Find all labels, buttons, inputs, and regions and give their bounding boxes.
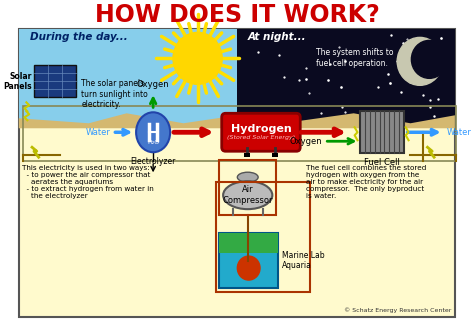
Circle shape	[397, 37, 443, 85]
Text: Electrolyzer: Electrolyzer	[130, 157, 176, 166]
Text: Marine Lab
Aquaria: Marine Lab Aquaria	[282, 251, 324, 270]
FancyBboxPatch shape	[222, 113, 300, 151]
Text: Air
Compressor: Air Compressor	[222, 185, 273, 205]
Ellipse shape	[237, 172, 258, 182]
Text: Oxygen: Oxygen	[137, 80, 169, 89]
FancyBboxPatch shape	[360, 111, 404, 153]
Text: This electricity is used in two ways:
  - to power the air compressor that
    a: This electricity is used in two ways: - …	[22, 165, 154, 199]
Text: Oxygen: Oxygen	[290, 137, 322, 146]
Text: At night...: At night...	[248, 32, 306, 42]
FancyBboxPatch shape	[219, 233, 278, 253]
Text: Water: Water	[447, 128, 471, 137]
Text: © Schatz Energy Research Center: © Schatz Energy Research Center	[344, 307, 451, 313]
Circle shape	[411, 40, 447, 78]
Text: Fuel Cell: Fuel Cell	[364, 158, 400, 167]
Polygon shape	[237, 113, 455, 128]
Text: H₂O: H₂O	[147, 140, 159, 145]
Ellipse shape	[223, 181, 273, 209]
Bar	[19, 29, 237, 128]
FancyBboxPatch shape	[34, 65, 75, 97]
Ellipse shape	[136, 112, 170, 152]
Bar	[244, 153, 250, 157]
Text: (Stored Solar Energy): (Stored Solar Energy)	[227, 135, 295, 140]
Bar	[273, 153, 278, 157]
Text: The system shifts to
fuel cell operation.: The system shifts to fuel cell operation…	[316, 48, 393, 68]
Text: During the day...: During the day...	[30, 32, 128, 42]
Text: Solar
Panels: Solar Panels	[3, 72, 32, 91]
Circle shape	[173, 32, 222, 84]
Text: The fuel cell combines the stored
hydrogen with oxygen from the
air to make elec: The fuel cell combines the stored hydrog…	[306, 165, 427, 199]
Circle shape	[237, 256, 260, 280]
FancyBboxPatch shape	[19, 29, 455, 317]
FancyBboxPatch shape	[219, 233, 278, 288]
Text: The solar panels
turn sunlight into
electricity.: The solar panels turn sunlight into elec…	[81, 79, 148, 109]
Text: Water: Water	[86, 128, 110, 137]
Text: HOW DOES IT WORK?: HOW DOES IT WORK?	[95, 4, 380, 27]
Text: Hydrogen: Hydrogen	[230, 124, 292, 134]
Bar	[237, 29, 455, 128]
Polygon shape	[19, 113, 237, 128]
